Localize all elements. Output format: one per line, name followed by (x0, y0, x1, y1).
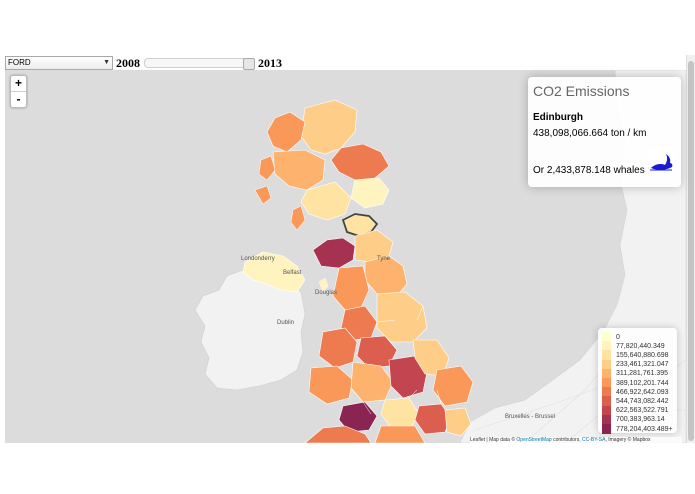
map-label-brussels: Bruxelles - Brussel (505, 414, 556, 420)
legend-label: 311,281,761.395 (616, 370, 669, 378)
legend-row: 700,383,963.14 (602, 414, 665, 425)
scrollbar-thumb[interactable] (688, 61, 694, 441)
legend-swatch (602, 414, 611, 425)
attribution-license-link[interactable]: CC-BY-SA (582, 437, 606, 443)
legend-swatch (602, 332, 611, 342)
legend-label: 233,461,321.047 (616, 361, 669, 369)
legend-label: 155,640,880.698 (616, 351, 669, 359)
controls-bar: FORD ▼ 2008 2013 (5, 55, 285, 71)
zoom-in-button[interactable]: + (11, 76, 26, 92)
legend-label: 0 (616, 333, 620, 341)
east-anglia-region[interactable] (432, 365, 474, 407)
scotland-central-region[interactable] (300, 181, 352, 221)
legend-swatch (602, 341, 611, 352)
legend-label: 77,820,440.349 (616, 342, 665, 350)
year-start-label: 2008 (116, 55, 140, 70)
legend-row: 622,563,522.791 (602, 405, 669, 416)
map-label-douglas: Douglas (315, 290, 338, 296)
region-borders (362, 305, 442, 415)
legend: 0 77,820,440.349 155,640,880.698 233,461,32… (598, 328, 677, 434)
legend-row: 77,820,440.349 (602, 341, 665, 352)
attribution-middle: contributors, (551, 437, 583, 443)
legend-label: 778,204,403.489+ (616, 425, 673, 433)
info-place: Edinburgh (533, 112, 583, 123)
scotland-aberdeen-region[interactable] (330, 143, 390, 181)
legend-label: 700,383,963.14 (616, 416, 665, 424)
oxford-region[interactable] (380, 397, 420, 429)
scotland-islands (254, 155, 306, 231)
zoom-control: + - (10, 75, 27, 108)
northern-ireland-region[interactable] (242, 251, 306, 293)
legend-swatch (602, 368, 611, 379)
attribution-prefix: Leaflet | Map data © (470, 437, 517, 443)
map-label-dublin: Dublin (277, 320, 295, 326)
year-range-slider[interactable] (144, 58, 255, 70)
legend-swatch (602, 396, 611, 407)
legend-row: 778,204,403.489+ (602, 424, 673, 434)
info-whales: Or 2,433,878.148 whales (533, 165, 645, 176)
midlands-west-region[interactable] (350, 361, 394, 403)
legend-swatch (602, 405, 611, 416)
devon-region[interactable] (304, 425, 372, 443)
attribution-suffix: , Imagery © Mapbox (605, 437, 651, 443)
legend-label: 622,563,522.791 (616, 407, 669, 415)
bristol-region[interactable] (338, 401, 378, 433)
legend-row: 544,743,082.442 (602, 396, 669, 407)
legend-swatch (602, 350, 611, 361)
zoom-out-button[interactable]: - (16, 92, 21, 106)
legend-row: 0 (602, 332, 620, 342)
scotland-north-region[interactable] (266, 111, 306, 153)
northumberland-region[interactable] (364, 255, 408, 297)
legend-row: 466,922,642.093 (602, 387, 669, 398)
kent-region[interactable] (444, 407, 472, 437)
make-select[interactable]: FORD ▼ (5, 56, 113, 70)
scotland-highlands-region[interactable] (300, 99, 358, 155)
info-title: CO2 Emissions (533, 83, 630, 99)
scotland-west-region[interactable] (272, 149, 326, 191)
europe-roads (474, 329, 686, 443)
legend-row: 389,102,201.744 (602, 378, 669, 388)
legend-label: 389,102,201.744 (616, 379, 669, 387)
legend-row: 311,281,761.395 (602, 368, 669, 379)
page-scrollbar[interactable] (686, 55, 695, 443)
year-slider-handle[interactable] (243, 58, 255, 70)
whale-icon (648, 149, 674, 175)
edinburgh-region[interactable] (341, 213, 379, 237)
legend-label: 466,922,642.093 (616, 388, 669, 396)
legend-swatch (602, 359, 611, 370)
scotland-east-region[interactable] (350, 177, 390, 209)
isle-of-man (318, 277, 329, 293)
map-label-londonderry: Londonderry (241, 256, 275, 262)
legend-row: 155,640,880.698 (602, 350, 669, 361)
map-attribution: Leaflet | Map data © OpenStreetMap contr… (470, 437, 682, 443)
wales-south-region[interactable] (308, 365, 354, 405)
legend-swatch (602, 424, 611, 434)
year-end-label: 2013 (258, 55, 282, 70)
attribution-osm-link[interactable]: OpenStreetMap (516, 437, 552, 443)
legend-swatch (602, 387, 611, 398)
legend-label: 544,743,082.442 (616, 397, 669, 405)
map-label-belfast: Belfast (283, 270, 302, 276)
hampshire-region[interactable] (374, 425, 426, 443)
chevron-down-icon: ▼ (103, 59, 110, 66)
legend-swatch (602, 378, 611, 388)
glasgow-region[interactable] (312, 237, 356, 269)
make-select-value: FORD (8, 58, 31, 67)
manchester-region[interactable] (356, 335, 398, 369)
yorkshire-region[interactable] (376, 291, 428, 343)
map-label-tyne: Tyne (377, 256, 391, 262)
legend-row: 233,461,321.047 (602, 359, 669, 370)
info-panel: CO2 Emissions Edinburgh 438,098,066.664 … (528, 77, 681, 187)
cumbria-region[interactable] (332, 265, 370, 311)
info-value: 438,098,066.664 ton / km (533, 128, 647, 139)
